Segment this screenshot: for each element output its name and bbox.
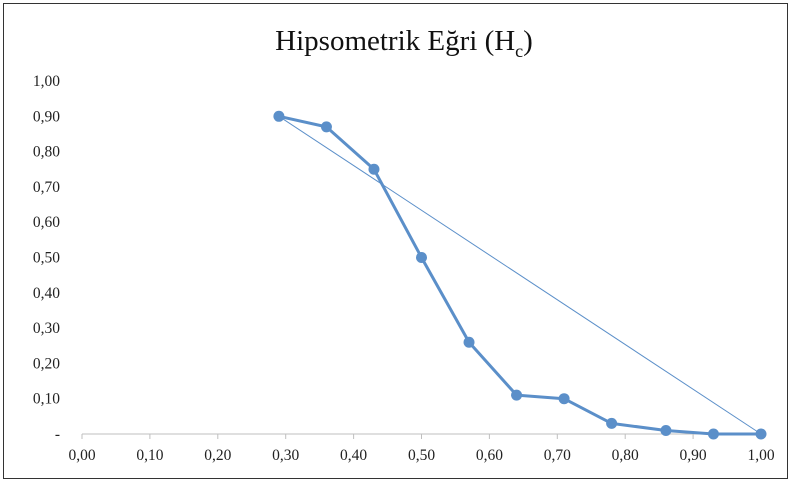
x-tick-label: 0,90 [680,447,707,464]
y-tick-label: - [55,426,60,443]
hypsometric-chart: Hipsometrik Eğri (Hc) 0,00 0,10 0,20 0,30 0,… [33,25,775,464]
chart-frame: Hipsometrik Eğri (Hc) 0,00 0,10 0,20 0,30 0,… [3,3,788,479]
x-axis-ticks: 0,00 0,10 0,20 0,30 0,40 0,50 0,60 0,70 0,80 0,90… [68,434,775,464]
data-point [511,389,523,401]
y-tick-label: 0,10 [33,391,60,408]
y-tick-label: 0,80 [33,144,60,161]
y-tick-label: 0,20 [33,355,60,372]
chart-title: Hipsometrik Eğri (Hc) [275,25,533,61]
y-tick-label: 0,40 [33,285,60,302]
data-point [273,110,285,122]
x-tick-label: 0,70 [544,447,571,464]
y-tick-label: 0,70 [33,179,60,196]
x-tick-label: 0,10 [136,447,163,464]
chart-title-suffix: ) [523,25,533,57]
data-point [755,428,767,440]
x-tick-label: 0,50 [408,447,435,464]
y-tick-label: 0,30 [33,320,60,337]
x-tick-label: 0,80 [612,447,639,464]
x-tick-label: 0,20 [204,447,231,464]
data-point [416,252,427,263]
data-point [707,428,719,440]
chart-title-main: Hipsometrik Eğri (H [275,25,515,57]
data-point [320,121,332,133]
data-point [368,163,380,175]
y-axis-ticks: - 0,10 0,20 0,30 0,40 0,50 0,60 0,70 0,80 0,90 1,0… [33,73,60,443]
x-tick-label: 1,00 [747,447,774,464]
data-point [558,393,570,405]
series-1-line [278,115,762,435]
data-point [463,336,475,348]
data-point [606,417,618,429]
x-tick-label: 0,00 [68,447,95,464]
y-tick-label: 0,50 [33,250,60,267]
chart-title-subscript: c [515,41,523,61]
data-point [660,424,672,436]
y-tick-label: 1,00 [33,73,60,90]
x-tick-label: 0,60 [476,447,503,464]
y-tick-label: 0,60 [33,214,60,231]
x-tick-label: 0,30 [272,447,299,464]
plot-series [273,110,767,440]
y-tick-label: 0,90 [33,108,60,125]
x-tick-label: 0,40 [340,447,367,464]
